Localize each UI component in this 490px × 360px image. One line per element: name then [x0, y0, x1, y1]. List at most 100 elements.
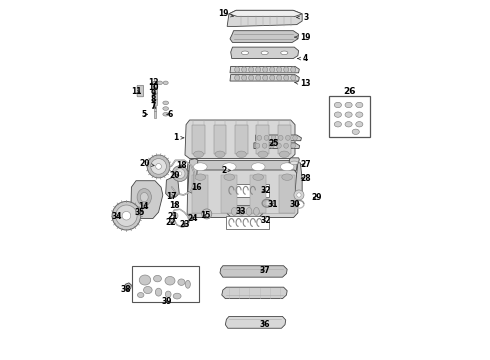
Ellipse shape [253, 174, 264, 180]
Polygon shape [256, 135, 301, 141]
Text: 13: 13 [295, 79, 311, 88]
Ellipse shape [248, 75, 254, 81]
Ellipse shape [144, 287, 152, 294]
Text: 5: 5 [142, 110, 147, 119]
Ellipse shape [256, 75, 261, 81]
Text: 37: 37 [259, 266, 270, 275]
Polygon shape [222, 287, 287, 298]
Text: 33: 33 [236, 207, 246, 216]
Circle shape [294, 190, 304, 200]
Ellipse shape [291, 75, 296, 81]
Polygon shape [227, 206, 263, 217]
Ellipse shape [277, 67, 282, 72]
Ellipse shape [345, 112, 352, 117]
Polygon shape [295, 163, 302, 199]
Ellipse shape [334, 122, 342, 127]
Ellipse shape [165, 291, 171, 297]
Ellipse shape [356, 122, 363, 127]
Ellipse shape [277, 143, 281, 148]
Text: 7: 7 [150, 102, 156, 111]
Ellipse shape [282, 174, 293, 180]
Ellipse shape [194, 151, 203, 157]
Text: 27: 27 [300, 160, 311, 169]
Bar [153, 99, 157, 105]
Ellipse shape [334, 102, 342, 108]
Ellipse shape [137, 189, 151, 206]
Circle shape [112, 202, 141, 230]
Ellipse shape [352, 129, 359, 134]
Ellipse shape [195, 174, 206, 180]
Text: 23: 23 [179, 220, 190, 229]
Ellipse shape [356, 102, 363, 108]
Text: 3: 3 [297, 13, 308, 22]
Ellipse shape [157, 81, 163, 85]
Text: 15: 15 [200, 211, 210, 220]
Text: 20: 20 [140, 159, 154, 168]
Bar [153, 87, 157, 93]
Text: 32: 32 [261, 186, 271, 195]
Polygon shape [220, 266, 287, 277]
Text: 32: 32 [261, 216, 271, 225]
Ellipse shape [291, 67, 296, 72]
Ellipse shape [278, 135, 283, 140]
Ellipse shape [258, 151, 268, 157]
Ellipse shape [270, 67, 275, 72]
Circle shape [136, 208, 143, 215]
Text: 18: 18 [169, 201, 179, 210]
Circle shape [122, 211, 131, 220]
Bar [256, 125, 270, 154]
Polygon shape [230, 66, 299, 73]
Text: 10: 10 [148, 83, 158, 92]
Ellipse shape [293, 135, 297, 140]
Circle shape [175, 168, 185, 179]
Ellipse shape [277, 75, 282, 81]
Bar [235, 125, 248, 154]
FancyBboxPatch shape [137, 85, 144, 97]
Polygon shape [187, 160, 297, 174]
Circle shape [178, 172, 182, 175]
Bar [329, 96, 370, 137]
Polygon shape [231, 47, 298, 59]
Ellipse shape [153, 275, 161, 282]
Polygon shape [185, 120, 295, 158]
Ellipse shape [261, 51, 268, 55]
Polygon shape [131, 181, 163, 219]
Ellipse shape [231, 207, 237, 215]
Ellipse shape [163, 101, 169, 105]
Text: 29: 29 [311, 193, 322, 202]
Polygon shape [225, 316, 286, 328]
Ellipse shape [263, 75, 268, 81]
Circle shape [172, 166, 188, 181]
Ellipse shape [284, 67, 289, 72]
Polygon shape [188, 158, 198, 194]
Bar [214, 125, 226, 154]
Ellipse shape [280, 163, 294, 171]
Ellipse shape [138, 293, 144, 297]
Circle shape [202, 209, 212, 219]
Ellipse shape [235, 67, 240, 72]
Text: 36: 36 [259, 320, 270, 329]
Ellipse shape [139, 275, 151, 285]
Ellipse shape [239, 207, 245, 215]
Bar [153, 111, 156, 118]
Polygon shape [254, 143, 300, 149]
Circle shape [147, 155, 170, 178]
Ellipse shape [194, 163, 207, 171]
Text: 1: 1 [172, 133, 184, 142]
Ellipse shape [251, 163, 265, 171]
Ellipse shape [222, 163, 236, 171]
Bar [221, 175, 237, 213]
Text: 31: 31 [268, 200, 278, 209]
Ellipse shape [246, 207, 252, 215]
Text: 38: 38 [120, 285, 131, 294]
Text: 19: 19 [219, 9, 233, 18]
Text: 17: 17 [167, 192, 177, 201]
Ellipse shape [270, 75, 275, 81]
Ellipse shape [291, 161, 298, 165]
Ellipse shape [356, 112, 363, 117]
Ellipse shape [248, 67, 254, 72]
Bar [132, 266, 198, 302]
Ellipse shape [242, 75, 246, 81]
Bar [193, 175, 208, 213]
Ellipse shape [172, 220, 175, 225]
